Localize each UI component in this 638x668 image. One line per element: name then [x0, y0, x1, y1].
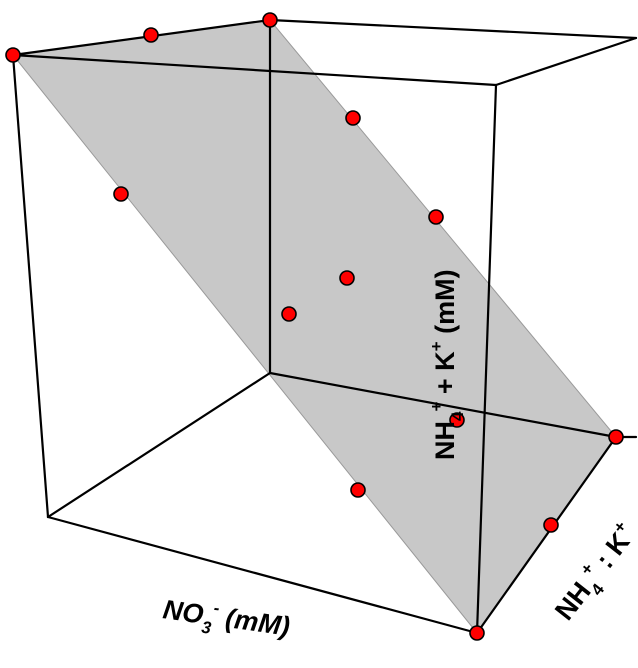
shaded-plane	[12, 19, 617, 634]
z-axis-label: NH4+ + K+ (mM)	[427, 269, 467, 460]
y-axis-label: NH4+ : K+	[547, 517, 638, 630]
design-point	[350, 482, 366, 498]
design-point	[5, 47, 21, 63]
design-point	[469, 625, 485, 641]
design-point	[608, 429, 624, 445]
design-point	[262, 12, 278, 28]
design-point	[428, 209, 444, 225]
design-point	[143, 27, 159, 43]
design-point	[339, 270, 355, 286]
design-point	[543, 517, 559, 533]
design-point	[449, 412, 465, 428]
back-edges	[46, 18, 618, 519]
design-points	[5, 12, 624, 641]
design-point	[113, 186, 129, 202]
x-axis-label: NO3- (mM)	[160, 591, 292, 648]
design-point	[345, 110, 361, 126]
design-point	[281, 306, 297, 322]
